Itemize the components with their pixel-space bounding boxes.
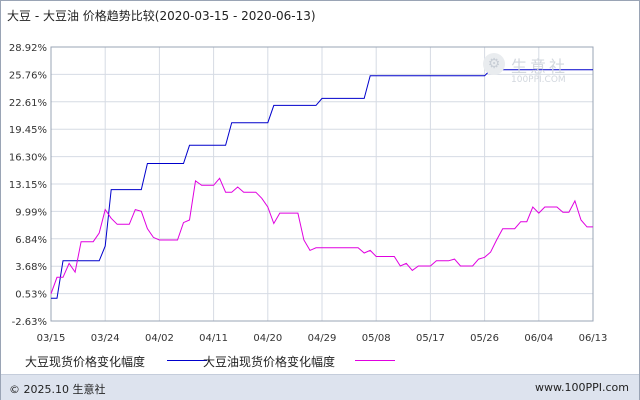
copyright-text: © 2025.10 生意社	[9, 383, 106, 396]
x-tick-label: 06/04	[524, 333, 553, 344]
y-tick-label: 3.68%	[15, 262, 47, 273]
series-group	[50, 69, 593, 299]
y-tick-label: 25.76%	[9, 70, 47, 81]
y-tick-label: 16.30%	[9, 153, 47, 164]
x-tick-label: 05/08	[362, 333, 391, 344]
y-axis: 28.92% 25.76% 22.61% 19.45% 16.30% 13.15% 9.99…	[9, 43, 47, 328]
x-tick-label: 04/02	[145, 333, 174, 344]
legend-label-soybean-oil: 大豆油现货价格变化幅度	[203, 355, 336, 369]
x-tick-label: 05/26	[470, 333, 499, 344]
watermark-name: 生意社	[511, 57, 569, 76]
y-tick-label: -2.63%	[12, 317, 47, 328]
x-axis: 03/15 03/24 04/02 04/11 04/20 04/29 05/08 05/17…	[37, 333, 608, 344]
y-tick-label: 6.84%	[15, 235, 47, 246]
chart-title: 大豆 - 大豆油 价格趋势比较(2020-03-15 - 2020-06-13)	[7, 9, 316, 23]
gear-icon: ⚙	[483, 53, 505, 75]
x-tick-label: 03/24	[91, 333, 120, 344]
series-line-0	[51, 69, 593, 299]
x-tick-label: 06/13	[579, 333, 608, 344]
watermark-url: 100PPI.COM	[511, 75, 566, 85]
x-tick-label: 04/29	[308, 333, 337, 344]
legend-line-soybean-oil	[355, 360, 395, 361]
y-tick-label: 22.61%	[9, 98, 47, 109]
y-tick-label: 9.99%	[15, 207, 47, 218]
x-tick-label: 03/15	[37, 333, 66, 344]
legend-line-soybean	[167, 360, 207, 361]
grid	[51, 47, 593, 321]
x-tick-label: 04/20	[253, 333, 282, 344]
y-tick-label: 28.92%	[9, 43, 47, 54]
x-tick-label: 05/17	[416, 333, 445, 344]
footer-bar: © 2025.10 生意社 www.100PPI.com	[1, 374, 639, 400]
plot-border	[50, 46, 594, 322]
site-link[interactable]: www.100PPI.com	[535, 381, 629, 394]
x-tick-label: 04/11	[199, 333, 228, 344]
y-tick-label: 13.15%	[9, 180, 47, 191]
legend: 大豆现货价格变化幅度 大豆油现货价格变化幅度	[1, 349, 639, 373]
watermark-logo: ⚙ 生意社 100PPI.COM	[483, 51, 583, 91]
y-tick-label: 19.45%	[9, 125, 47, 136]
series-line-1	[50, 177, 593, 294]
legend-label-soybean: 大豆现货价格变化幅度	[25, 355, 146, 369]
y-tick-label: 0.53%	[15, 290, 47, 301]
